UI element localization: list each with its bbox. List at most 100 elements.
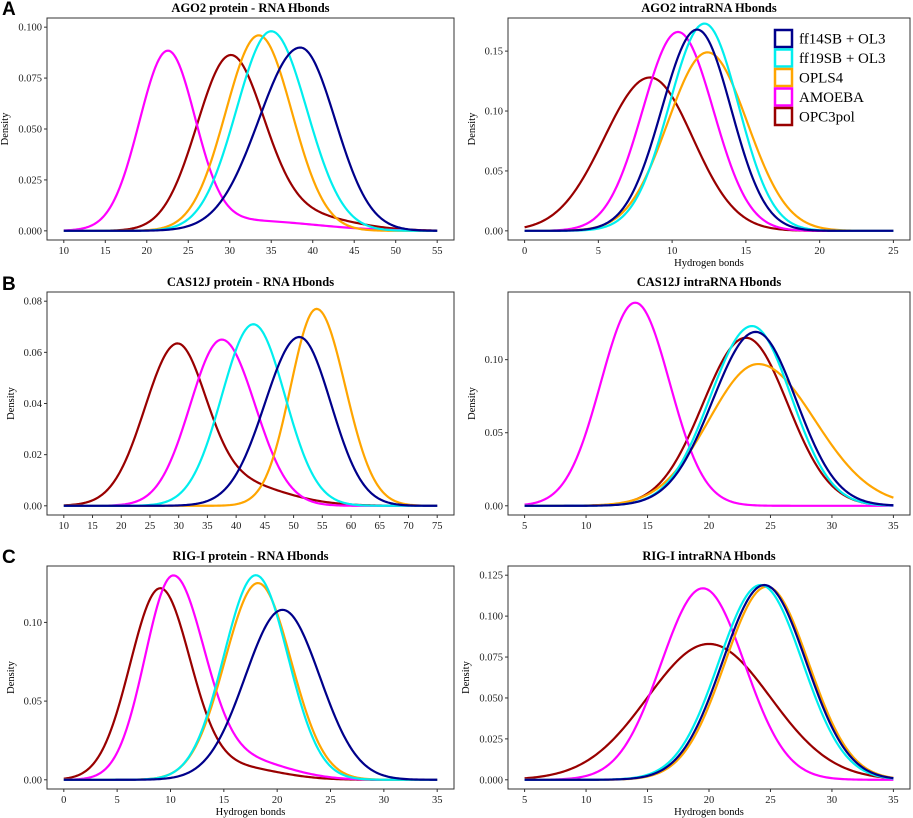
x-axis-label: Hydrogen bonds bbox=[674, 807, 744, 818]
legend-label: AMOEBA bbox=[799, 90, 864, 106]
y-tick-label: 0.10 bbox=[24, 618, 42, 629]
plot-frame bbox=[46, 17, 455, 241]
x-tick-label: 25 bbox=[888, 246, 899, 257]
legend-swatch-opls bbox=[773, 67, 794, 88]
x-tick-label: 55 bbox=[317, 521, 328, 532]
y-axis-label: Density bbox=[6, 660, 17, 693]
x-tick-label: 10 bbox=[59, 246, 70, 257]
x-tick-label: 5 bbox=[115, 795, 120, 806]
x-tick-label: 20 bbox=[704, 795, 715, 806]
x-tick-label: 35 bbox=[432, 795, 443, 806]
x-tick-label: 30 bbox=[379, 795, 390, 806]
x-tick-label: 10 bbox=[667, 246, 678, 257]
x-tick-label: 45 bbox=[349, 246, 360, 257]
y-axis-label: Density bbox=[467, 112, 478, 145]
x-tick-label: 30 bbox=[225, 246, 236, 257]
x-tick-label: 40 bbox=[231, 521, 242, 532]
series-line-opls bbox=[63, 307, 438, 507]
series-line-amoeba bbox=[63, 49, 438, 232]
panel-letter: C bbox=[2, 547, 16, 568]
y-tick-label: 0.06 bbox=[24, 348, 42, 359]
series-line-ff19 bbox=[63, 30, 438, 232]
legend-label: ff19SB + OL3 bbox=[799, 51, 886, 67]
series-line-ff14 bbox=[524, 28, 894, 232]
x-tick-label: 20 bbox=[704, 521, 715, 532]
legend-label: OPLS4 bbox=[799, 71, 844, 87]
x-tick-label: 15 bbox=[87, 521, 98, 532]
y-tick-label: 0.100 bbox=[18, 23, 42, 34]
panel-3: B CAS12J protein - RNA Hbonds 10 15 20 25 30 35… bbox=[2, 274, 455, 532]
y-axis-label: Density bbox=[6, 386, 17, 419]
y-tick-label: 0.02 bbox=[24, 450, 42, 461]
y-tick-label: 0.100 bbox=[479, 612, 503, 623]
x-tick-label: 35 bbox=[202, 521, 213, 532]
x-tick-label: 5 bbox=[522, 795, 527, 806]
x-tick-label: 0 bbox=[522, 246, 527, 257]
y-tick-label: 0.125 bbox=[479, 571, 503, 582]
y-tick-label: 0.00 bbox=[485, 501, 503, 512]
x-tick-label: 40 bbox=[307, 246, 318, 257]
x-tick-label: 10 bbox=[165, 795, 176, 806]
series-line-opc3 bbox=[524, 642, 894, 780]
series-line-opls bbox=[524, 585, 894, 781]
x-tick-label: 15 bbox=[741, 246, 752, 257]
y-tick-label: 0.000 bbox=[18, 226, 42, 237]
x-tick-label: 10 bbox=[581, 795, 592, 806]
legend-label: ff14SB + OL3 bbox=[799, 32, 886, 48]
y-tick-label: 0.08 bbox=[24, 297, 42, 308]
plot-frame bbox=[507, 291, 911, 516]
y-tick-label: 0.00 bbox=[24, 501, 42, 512]
y-tick-label: 0.075 bbox=[18, 74, 42, 85]
x-tick-label: 35 bbox=[888, 795, 899, 806]
x-tick-label: 30 bbox=[827, 795, 838, 806]
legend: ff14SB + OL3 ff19SB + OL3 OPLS4 AMOEBA OPC3p… bbox=[773, 28, 886, 127]
x-tick-label: 10 bbox=[59, 521, 70, 532]
series-line-amoeba bbox=[63, 338, 438, 507]
x-tick-label: 60 bbox=[346, 521, 357, 532]
x-tick-label: 15 bbox=[642, 521, 653, 532]
panel-title: AGO2 intraRNA Hbonds bbox=[641, 1, 777, 15]
y-tick-label: 0.05 bbox=[485, 428, 503, 439]
y-tick-label: 0.000 bbox=[479, 775, 503, 786]
x-tick-label: 5 bbox=[596, 246, 601, 257]
y-tick-label: 0.025 bbox=[479, 734, 503, 745]
x-tick-label: 75 bbox=[432, 521, 443, 532]
series-line-opc3 bbox=[63, 53, 438, 232]
panel-1: A AGO2 protein - RNA Hbonds 10 15 20 25 30 35 40… bbox=[0, 0, 455, 257]
x-tick-label: 0 bbox=[61, 795, 66, 806]
series-line-ff14 bbox=[63, 46, 438, 232]
x-tick-label: 65 bbox=[375, 521, 386, 532]
x-tick-label: 25 bbox=[183, 246, 194, 257]
x-tick-label: 10 bbox=[581, 521, 592, 532]
series-line-ff14 bbox=[524, 583, 894, 781]
x-tick-label: 25 bbox=[145, 521, 156, 532]
legend-swatch-amoeba bbox=[773, 87, 794, 107]
y-tick-label: 0.050 bbox=[18, 125, 42, 136]
series-line-amoeba bbox=[63, 574, 438, 781]
legend-swatch-opc3 bbox=[773, 106, 794, 127]
x-tick-label: 30 bbox=[173, 521, 184, 532]
x-tick-label: 20 bbox=[142, 246, 153, 257]
series-line-opls bbox=[63, 582, 438, 781]
y-tick-label: 0.04 bbox=[24, 399, 43, 410]
panel-title: CAS12J protein - RNA Hbonds bbox=[167, 275, 334, 289]
x-tick-label: 5 bbox=[522, 521, 527, 532]
legend-swatch-ff19 bbox=[773, 48, 794, 68]
x-tick-label: 50 bbox=[390, 246, 401, 257]
y-axis-label: Density bbox=[461, 660, 472, 693]
y-tick-label: 0.10 bbox=[485, 107, 503, 118]
series-line-ff14 bbox=[63, 608, 438, 781]
x-tick-label: 25 bbox=[765, 521, 776, 532]
x-tick-label: 30 bbox=[827, 521, 838, 532]
panel-title: RIG-I protein - RNA Hbonds bbox=[172, 549, 328, 563]
series-line-opc3 bbox=[63, 587, 438, 781]
series-line-ff19 bbox=[524, 583, 894, 781]
series-line-ff19 bbox=[524, 324, 894, 507]
plot-frame bbox=[507, 17, 911, 241]
x-axis-label: Hydrogen bonds bbox=[674, 258, 744, 269]
series-line-amoeba bbox=[524, 301, 894, 507]
y-tick-label: 0.00 bbox=[24, 775, 42, 786]
x-tick-label: 15 bbox=[642, 795, 653, 806]
x-tick-label: 15 bbox=[100, 246, 111, 257]
x-tick-label: 50 bbox=[288, 521, 299, 532]
